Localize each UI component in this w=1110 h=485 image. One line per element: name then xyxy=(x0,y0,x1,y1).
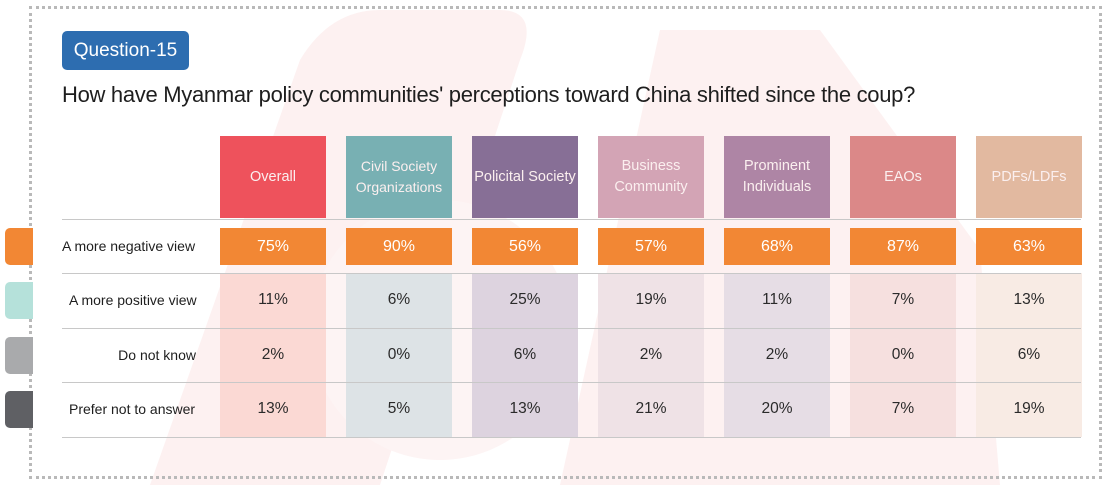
value-cell: 13% xyxy=(257,400,289,417)
value-cell: 7% xyxy=(891,400,915,417)
value-cell: 13% xyxy=(1013,291,1045,308)
column-tint xyxy=(976,273,1082,437)
value-cell: 5% xyxy=(387,400,411,417)
column-header: EAOs xyxy=(850,136,956,218)
column-tint xyxy=(598,273,704,437)
row-divider xyxy=(62,437,1081,438)
legend-swatch xyxy=(5,391,33,428)
legend-swatch xyxy=(5,282,33,319)
column-tint xyxy=(220,273,326,437)
row-divider xyxy=(62,273,1081,274)
question-title: How have Myanmar policy communities' per… xyxy=(62,82,916,107)
row-divider xyxy=(62,328,1081,329)
value-cell: 19% xyxy=(1013,400,1045,417)
column-tint xyxy=(346,273,452,437)
value-cell: 19% xyxy=(635,291,667,308)
question-badge: Question-15 xyxy=(62,31,189,70)
value-cell: 75% xyxy=(220,228,326,265)
value-cell: 25% xyxy=(509,291,541,308)
value-cell: 56% xyxy=(472,228,578,265)
row-divider xyxy=(62,219,1081,220)
row-label: Prefer not to answer xyxy=(69,401,196,417)
value-cell: 21% xyxy=(635,400,667,417)
row-label: A more positive view xyxy=(69,292,197,308)
column-header: Business Community xyxy=(598,136,704,218)
value-cell: 20% xyxy=(761,400,793,417)
value-cell: 6% xyxy=(513,346,537,363)
value-cell: 57% xyxy=(598,228,704,265)
column-tint xyxy=(850,273,956,437)
column-header: PDFs/LDFs xyxy=(976,136,1082,218)
value-cell: 13% xyxy=(509,400,541,417)
value-cell: 68% xyxy=(724,228,830,265)
value-cell: 7% xyxy=(891,291,915,308)
column-header: Policital Society xyxy=(472,136,578,218)
value-cell: 11% xyxy=(762,291,792,308)
value-cell: 87% xyxy=(850,228,956,265)
value-cell: 63% xyxy=(976,228,1082,265)
row-label: Do not know xyxy=(118,347,196,363)
value-cell: 6% xyxy=(387,291,411,308)
legend-swatch xyxy=(5,228,33,265)
column-header: Overall xyxy=(220,136,326,218)
value-cell: 2% xyxy=(639,346,663,363)
column-tint xyxy=(472,273,578,437)
value-cell: 6% xyxy=(1017,346,1041,363)
value-cell: 11% xyxy=(258,291,288,308)
legend-swatch xyxy=(5,337,33,374)
value-cell: 2% xyxy=(261,346,285,363)
value-cell: 90% xyxy=(346,228,452,265)
row-divider xyxy=(62,382,1081,383)
value-cell: 2% xyxy=(765,346,789,363)
row-label: A more negative view xyxy=(62,238,196,254)
value-cell: 0% xyxy=(891,346,915,363)
column-tint xyxy=(724,273,830,437)
column-header: Prominent Individuals xyxy=(724,136,830,218)
value-cell: 0% xyxy=(387,346,411,363)
column-header: Civil Society Organizations xyxy=(346,136,452,218)
